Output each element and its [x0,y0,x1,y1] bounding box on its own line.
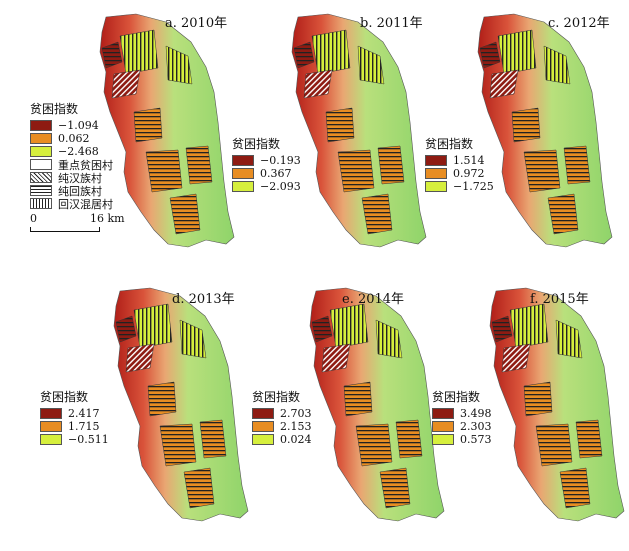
legend-title: 贫困指数 [30,102,79,116]
scale-line [30,227,100,232]
legend: 贫困指数 2.417 1.715 −0.511 [40,390,109,446]
legend-row-mid: 0.062 [30,132,113,145]
legend-row-hui: 纯回族村 [30,184,113,198]
legend: 贫困指数 3.498 2.303 0.573 [432,390,492,446]
legend-row-low: −2.468 [30,145,113,158]
panel-2013: d. 2013年 贫困指数 2.417 1.715 −0.511 [0,280,249,551]
swatch-low [432,434,454,445]
map-2015 [489,287,625,522]
swatch-low [232,181,254,192]
swatch-high [232,155,254,166]
swatch-high [432,408,454,419]
swatch-mid [425,168,447,179]
legend-main: 贫困指数 −1.094 0.062 −2.468 重点贫困村 纯汉族村 纯回族村… [30,100,113,211]
panel-2014: e. 2014年 贫困指数 2.703 2.153 0.024 [210,280,445,551]
panel-title: f. 2015年 [530,292,589,307]
panel-title: b. 2011年 [360,16,423,31]
panel-2015: f. 2015年 贫困指数 3.498 2.303 0.573 [420,280,629,551]
swatch-mid [232,168,254,179]
map-2013 [113,287,249,522]
legend-row-han: 纯汉族村 [30,171,113,185]
map-2012 [477,13,613,248]
swatch-hui [30,185,52,196]
swatch-high [252,408,274,419]
swatch-high [30,120,52,131]
swatch-low [40,434,62,445]
swatch-low [252,434,274,445]
scale-zero: 0 [30,212,37,225]
swatch-low [425,181,447,192]
map-2010 [99,13,235,248]
swatch-mixed [30,198,52,209]
scale-bar: 0 16 km [30,212,140,234]
legend: 贫困指数 −0.193 0.367 −2.093 [232,137,301,193]
panel-2010: a. 2010年 [0,0,235,270]
swatch-high [40,408,62,419]
panel-title: d. 2013年 [172,292,235,307]
panel-2012: c. 2012年 贫困指数 1.514 0.972 −1.725 [420,0,629,270]
scale-distance: 16 km [90,212,125,225]
panel-title: e. 2014年 [342,292,405,307]
legend-row-mixed: 回汉混居村 [30,197,113,211]
swatch-mid [40,421,62,432]
swatch-low [30,146,52,157]
map-2014 [309,287,445,522]
swatch-key-village [30,159,52,170]
legend-row-key-village: 重点贫困村 [30,158,113,172]
swatch-mid [432,421,454,432]
panel-title: a. 2010年 [165,16,228,31]
panel-title: c. 2012年 [548,16,610,31]
legend: 贫困指数 1.514 0.972 −1.725 [425,137,494,193]
swatch-high [425,155,447,166]
map-2011 [291,13,427,248]
panel-2011: b. 2011年 贫困指数 −0.193 0.367 −2.093 [210,0,427,270]
swatch-mid [30,133,52,144]
swatch-mid [252,421,274,432]
swatch-han [30,172,52,183]
legend-row-high: −1.094 [30,119,113,132]
legend: 贫困指数 2.703 2.153 0.024 [252,390,312,446]
